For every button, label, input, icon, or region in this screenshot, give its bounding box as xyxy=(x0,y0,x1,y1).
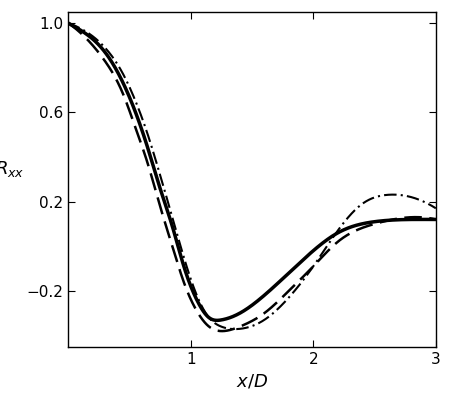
X-axis label: $x/D$: $x/D$ xyxy=(236,372,268,390)
Y-axis label: $R_{xx}$: $R_{xx}$ xyxy=(0,159,25,179)
